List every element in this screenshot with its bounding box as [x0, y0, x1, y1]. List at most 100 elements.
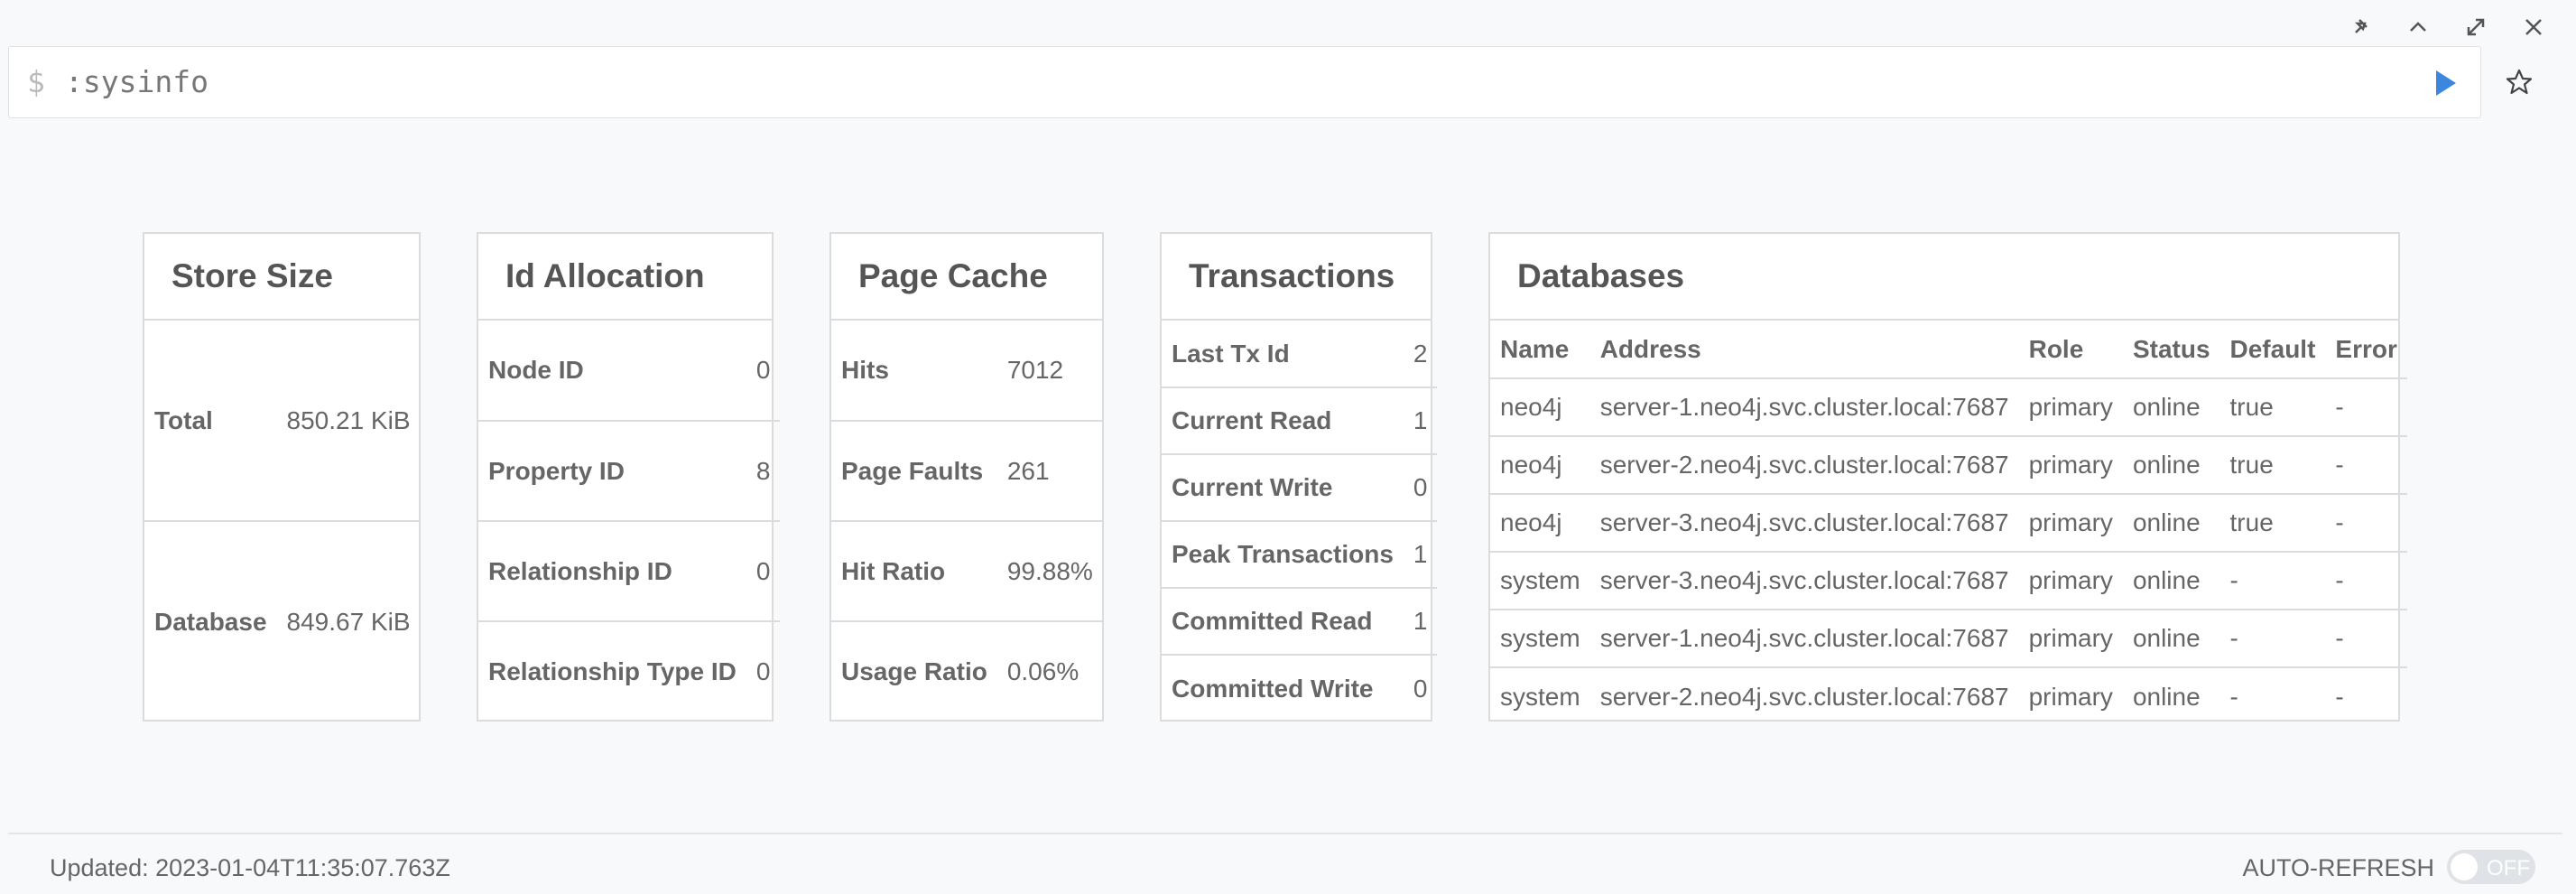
row: Last Tx Id 2: [1162, 321, 1437, 387]
cell: -: [2325, 551, 2407, 610]
column-header: Default: [2229, 334, 2316, 363]
row: Peak Transactions 1: [1162, 520, 1438, 588]
row: system server-1.neo4j.svc.cluster.local:7…: [1490, 609, 2407, 667]
value: 1: [1403, 386, 1438, 454]
panel: Page Cache Hits 7012 Page Faults 261 Hit Rati…: [829, 232, 1104, 722]
run-button[interactable]: [2432, 69, 2460, 98]
row: Hits 7012: [831, 321, 1103, 421]
panel: Databases Name Address Role Status Default Err…: [1488, 232, 2407, 725]
panel: Id Allocation Node ID 0 Property ID 8 Relatio…: [477, 232, 781, 722]
cell: server-2.neo4j.svc.cluster.local:7687: [1589, 666, 2019, 725]
column-header: Address: [1599, 334, 1701, 363]
toggle-knob: [2451, 853, 2478, 880]
cell: -: [2325, 377, 2407, 436]
cell: server-1.neo4j.svc.cluster.local:7687: [1589, 609, 2019, 667]
cell: true: [2219, 377, 2326, 436]
auto-refresh-label: AUTO-REFRESH: [2242, 854, 2434, 881]
value: 2: [1413, 339, 1428, 368]
cell: primary: [2018, 609, 2123, 667]
cell: online: [2122, 435, 2220, 494]
pin-button[interactable]: [2354, 19, 2368, 33]
panel: Store Size Total 850.21 KiB Database 849.67 …: [143, 232, 421, 722]
cell: online: [2122, 609, 2220, 667]
row: neo4j server-2.neo4j.svc.cluster.local:76…: [1490, 435, 2407, 494]
label: Node ID: [488, 356, 584, 384]
value: 849.67 KiB: [276, 520, 421, 722]
row: neo4j server-3.neo4j.svc.cluster.local:76…: [1490, 493, 2407, 552]
databases-table: Name Address Role Status Default Error neo4j se…: [1490, 321, 2407, 725]
row: neo4j server-1.neo4j.svc.cluster.local:76…: [1490, 377, 2407, 436]
cell: -: [2325, 493, 2407, 552]
label: Total: [154, 405, 213, 434]
label: Last Tx Id: [1172, 339, 1290, 368]
value: 1: [1403, 587, 1438, 655]
cell: system: [1490, 551, 1590, 610]
favorite-button[interactable]: [2506, 69, 2533, 96]
panel-table: Node ID 0 Property ID 8 Relationship ID 0 Rela…: [478, 321, 781, 722]
cell: system: [1490, 609, 1590, 667]
value: 8: [746, 420, 781, 521]
cell: primary: [2018, 435, 2123, 494]
value: 261: [996, 420, 1103, 521]
panel-title: Store Size: [144, 234, 419, 321]
row: Total 850.21 KiB: [144, 321, 421, 521]
cell: online: [2122, 666, 2220, 725]
label: Current Read: [1162, 386, 1404, 454]
auto-refresh-toggle[interactable]: OFF: [2447, 850, 2535, 884]
cell: neo4j: [1490, 435, 1590, 494]
cell: -: [2325, 609, 2407, 667]
toggle-text: OFF: [2487, 856, 2530, 880]
label: Relationship ID: [478, 520, 746, 621]
cell: true: [2219, 493, 2326, 552]
panel-table: Total 850.21 KiB Database 849.67 KiB: [144, 321, 421, 722]
column-header: Role: [2028, 334, 2084, 363]
value: 1: [1403, 520, 1438, 588]
label: Peak Transactions: [1162, 520, 1404, 588]
row: Usage Ratio 0.06%: [831, 620, 1103, 722]
cell: primary: [2018, 551, 2123, 610]
row: Relationship ID 0: [478, 520, 781, 621]
editor[interactable]: $ :sysinfo: [8, 46, 2481, 118]
label: Hit Ratio: [831, 520, 997, 621]
cell: true: [2219, 435, 2326, 494]
label: Current Write: [1162, 453, 1404, 521]
cell: server-2.neo4j.svc.cluster.local:7687: [1589, 435, 2019, 494]
label: Committed Read: [1162, 587, 1404, 655]
cell: neo4j: [1490, 493, 1590, 552]
close-button[interactable]: [2525, 19, 2542, 35]
cell: -: [2219, 609, 2326, 667]
row: Committed Read 1: [1162, 587, 1438, 655]
label: Hits: [841, 356, 889, 384]
fullscreen-button[interactable]: [2467, 18, 2485, 36]
cell: server-3.neo4j.svc.cluster.local:7687: [1589, 493, 2019, 552]
updated: Updated: 2023-01-04T11:35:07.763Z: [50, 854, 450, 881]
panel-title: Page Cache: [831, 234, 1102, 321]
value: 99.88%: [996, 520, 1103, 621]
cell: -: [2219, 666, 2326, 725]
panel-table: Hits 7012 Page Faults 261 Hit Ratio 99.88% Usa…: [831, 321, 1103, 722]
row: Property ID 8: [478, 420, 781, 521]
cell: server-1.neo4j.svc.cluster.local:7687: [1589, 377, 2019, 436]
cell: -: [2325, 435, 2407, 494]
collapse-button[interactable]: [2410, 22, 2426, 32]
cell: system: [1490, 666, 1590, 725]
cell: primary: [2018, 377, 2123, 436]
cell: neo4j: [1490, 377, 1590, 436]
row: system server-2.neo4j.svc.cluster.local:7…: [1490, 666, 2407, 725]
cell: online: [2122, 493, 2220, 552]
frame-controls: [2354, 18, 2542, 36]
cell: primary: [2018, 493, 2123, 552]
value: 0: [1403, 654, 1438, 722]
panel: Transactions Last Tx Id 2 Current Read 1 Curr…: [1160, 232, 1438, 722]
value: 0: [746, 620, 781, 722]
label: Property ID: [478, 420, 746, 521]
label: Page Faults: [831, 420, 997, 521]
row: Current Read 1: [1162, 386, 1438, 454]
panel-title: Id Allocation: [478, 234, 772, 321]
row: system server-3.neo4j.svc.cluster.local:7…: [1490, 551, 2407, 610]
row: Database 849.67 KiB: [144, 520, 421, 722]
cell: primary: [2018, 666, 2123, 725]
value: 0: [755, 356, 771, 384]
row: Committed Write 0: [1162, 654, 1438, 722]
